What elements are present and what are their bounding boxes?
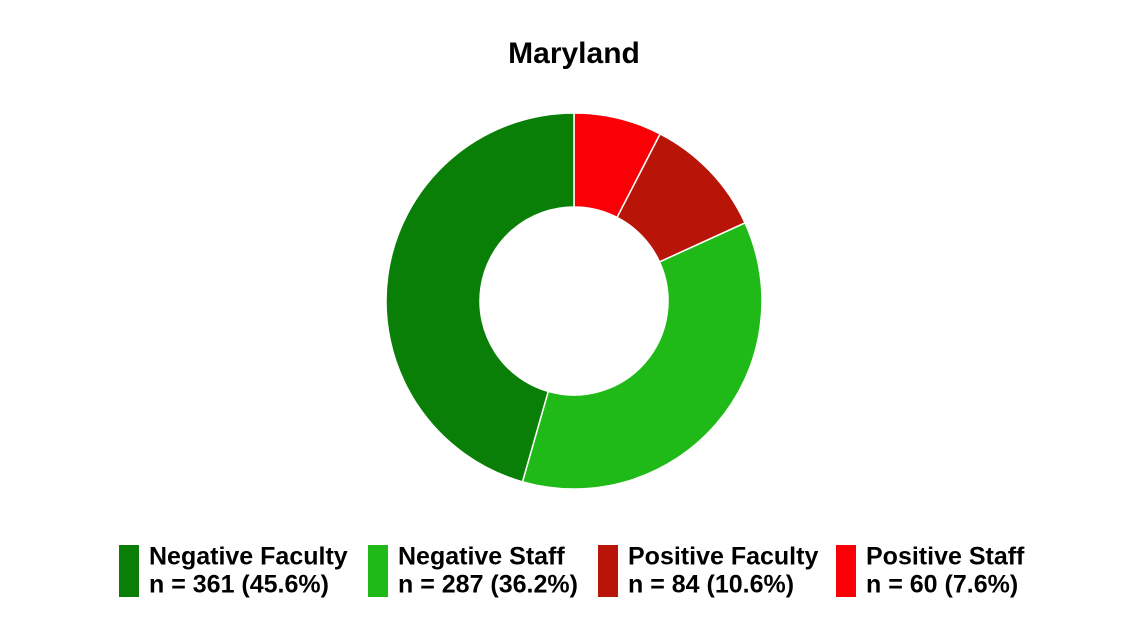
legend-label: Negative Faculty (149, 543, 348, 571)
donut-slice (385, 112, 575, 483)
legend-label: Positive Faculty (628, 543, 818, 571)
legend-swatch (119, 545, 139, 597)
legend-label: Negative Staff (398, 543, 565, 571)
legend-value: n = 287 (36.2%) (398, 571, 578, 599)
legend-value: n = 361 (45.6%) (149, 571, 329, 599)
legend-label: Positive Staff (866, 543, 1025, 571)
chart-title: Maryland (508, 37, 640, 70)
donut-slice (521, 221, 763, 490)
legend-swatch (836, 545, 856, 597)
legend-value: n = 84 (10.6%) (628, 571, 794, 599)
legend-swatch (368, 545, 388, 597)
legend-swatch (598, 545, 618, 597)
legend-value: n = 60 (7.6%) (866, 571, 1018, 599)
